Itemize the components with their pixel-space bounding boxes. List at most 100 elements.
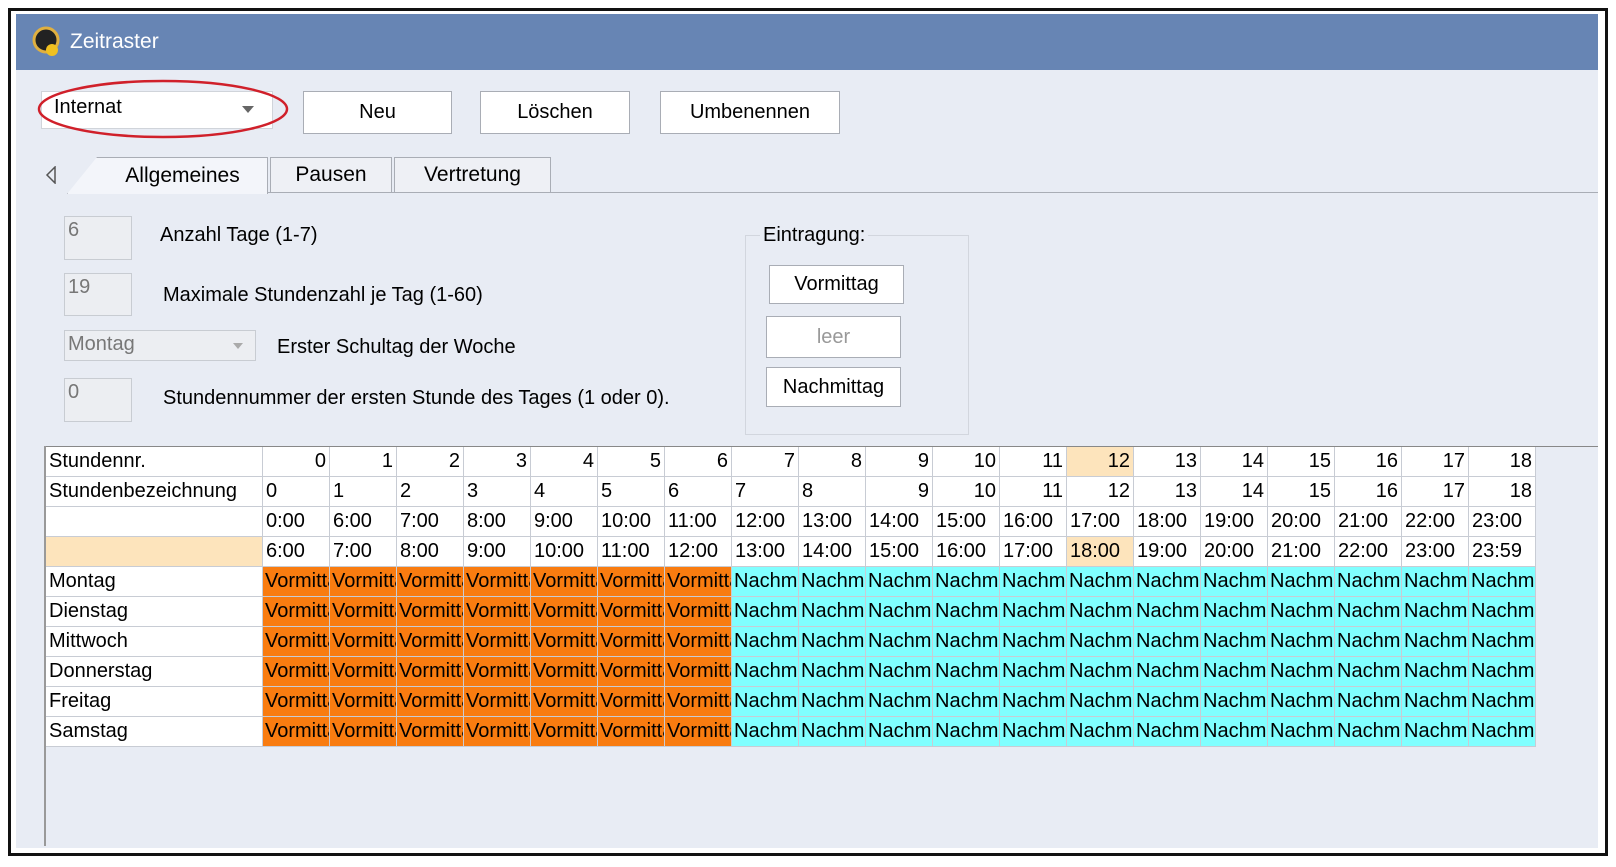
- period-cell[interactable]: Nachmittag: [1000, 717, 1067, 747]
- period-cell[interactable]: Nachmittag: [1469, 687, 1536, 717]
- period-cell[interactable]: Vormittag: [531, 687, 598, 717]
- period-cell[interactable]: Nachmittag: [1268, 627, 1335, 657]
- tab-scroll-left[interactable]: [45, 166, 57, 184]
- period-cell[interactable]: Nachmittag: [933, 627, 1000, 657]
- period-cell[interactable]: Vormittag: [397, 567, 464, 597]
- period-cell[interactable]: Nachmittag: [1402, 687, 1469, 717]
- period-cell[interactable]: Nachmittag: [1469, 597, 1536, 627]
- period-cell[interactable]: Vormittag: [330, 627, 397, 657]
- period-cell[interactable]: Nachmittag: [1469, 657, 1536, 687]
- period-cell[interactable]: Nachmittag: [1268, 687, 1335, 717]
- period-cell[interactable]: Nachmittag: [799, 687, 866, 717]
- period-cell[interactable]: Nachmittag: [799, 717, 866, 747]
- period-cell[interactable]: Nachmittag: [732, 597, 799, 627]
- tab[interactable]: Pausen: [270, 157, 392, 193]
- period-cell[interactable]: Vormittag: [263, 597, 330, 627]
- period-cell[interactable]: Vormittag: [397, 627, 464, 657]
- period-cell[interactable]: Vormittag: [263, 627, 330, 657]
- period-cell[interactable]: Vormittag: [598, 717, 665, 747]
- period-cell[interactable]: Nachmittag: [1402, 627, 1469, 657]
- period-cell[interactable]: Vormittag: [464, 627, 531, 657]
- period-cell[interactable]: Vormittag: [397, 687, 464, 717]
- period-cell[interactable]: Nachmittag: [1469, 717, 1536, 747]
- period-cell[interactable]: Nachmittag: [799, 567, 866, 597]
- period-cell[interactable]: Nachmittag: [866, 597, 933, 627]
- period-cell[interactable]: Nachmittag: [866, 627, 933, 657]
- period-cell[interactable]: Nachmittag: [1335, 597, 1402, 627]
- setting-value[interactable]: 19: [64, 273, 132, 316]
- period-cell[interactable]: Nachmittag: [1067, 627, 1134, 657]
- period-cell[interactable]: Nachmittag: [933, 567, 1000, 597]
- setting-value[interactable]: 0: [64, 378, 132, 422]
- period-cell[interactable]: Vormittag: [531, 657, 598, 687]
- toolbar-button[interactable]: Umbenennen: [660, 91, 840, 134]
- period-cell[interactable]: Vormittag: [330, 687, 397, 717]
- period-cell[interactable]: Nachmittag: [1134, 597, 1201, 627]
- period-cell[interactable]: Nachmittag: [1201, 597, 1268, 627]
- period-cell[interactable]: Nachmittag: [1268, 597, 1335, 627]
- period-cell[interactable]: Nachmittag: [732, 687, 799, 717]
- period-cell[interactable]: Vormittag: [464, 597, 531, 627]
- period-cell[interactable]: Nachmittag: [933, 657, 1000, 687]
- period-cell[interactable]: Nachmittag: [933, 687, 1000, 717]
- period-cell[interactable]: Vormittag: [665, 657, 732, 687]
- period-cell[interactable]: Vormittag: [464, 657, 531, 687]
- period-cell[interactable]: Nachmittag: [866, 657, 933, 687]
- toolbar-button[interactable]: Löschen: [480, 91, 630, 134]
- period-cell[interactable]: Nachmittag: [1335, 687, 1402, 717]
- period-cell[interactable]: Nachmittag: [1000, 687, 1067, 717]
- period-cell[interactable]: Vormittag: [598, 597, 665, 627]
- period-cell[interactable]: Vormittag: [665, 597, 732, 627]
- period-cell[interactable]: Nachmittag: [866, 717, 933, 747]
- period-cell[interactable]: Vormittag: [665, 567, 732, 597]
- period-cell[interactable]: Nachmittag: [1268, 657, 1335, 687]
- period-cell[interactable]: Nachmittag: [1000, 597, 1067, 627]
- period-cell[interactable]: Nachmittag: [799, 657, 866, 687]
- period-cell[interactable]: Nachmittag: [1134, 717, 1201, 747]
- period-cell[interactable]: Nachmittag: [1201, 717, 1268, 747]
- period-cell[interactable]: Nachmittag: [1201, 627, 1268, 657]
- period-cell[interactable]: Nachmittag: [866, 567, 933, 597]
- period-cell[interactable]: Vormittag: [531, 627, 598, 657]
- period-cell[interactable]: Nachmittag: [1402, 597, 1469, 627]
- period-cell[interactable]: Nachmittag: [1000, 627, 1067, 657]
- period-cell[interactable]: Nachmittag: [933, 597, 1000, 627]
- period-cell[interactable]: Nachmittag: [732, 717, 799, 747]
- period-cell[interactable]: Vormittag: [598, 657, 665, 687]
- tab[interactable]: Allgemeines: [67, 157, 268, 194]
- period-cell[interactable]: Vormittag: [397, 717, 464, 747]
- period-cell[interactable]: Nachmittag: [1469, 567, 1536, 597]
- period-cell[interactable]: Vormittag: [598, 627, 665, 657]
- period-cell[interactable]: Vormittag: [464, 717, 531, 747]
- period-cell[interactable]: Nachmittag: [1067, 687, 1134, 717]
- period-cell[interactable]: Nachmittag: [1402, 717, 1469, 747]
- timetable-selector[interactable]: Internat: [41, 91, 273, 129]
- period-cell[interactable]: Nachmittag: [1335, 717, 1402, 747]
- period-cell[interactable]: Nachmittag: [1067, 567, 1134, 597]
- period-cell[interactable]: Nachmittag: [1201, 567, 1268, 597]
- period-cell[interactable]: Vormittag: [330, 717, 397, 747]
- period-cell[interactable]: Vormittag: [531, 597, 598, 627]
- period-cell[interactable]: Nachmittag: [732, 657, 799, 687]
- entry-button[interactable]: Nachmittag: [766, 367, 901, 407]
- period-cell[interactable]: Nachmittag: [732, 627, 799, 657]
- period-cell[interactable]: Vormittag: [330, 597, 397, 627]
- period-cell[interactable]: Vormittag: [330, 657, 397, 687]
- period-cell[interactable]: Nachmittag: [1335, 567, 1402, 597]
- period-cell[interactable]: Vormittag: [598, 567, 665, 597]
- period-cell[interactable]: Nachmittag: [799, 627, 866, 657]
- period-cell[interactable]: Nachmittag: [1134, 687, 1201, 717]
- period-cell[interactable]: Vormittag: [598, 687, 665, 717]
- period-cell[interactable]: Nachmittag: [1067, 657, 1134, 687]
- period-cell[interactable]: Nachmittag: [1201, 687, 1268, 717]
- period-cell[interactable]: Nachmittag: [1201, 657, 1268, 687]
- period-cell[interactable]: Vormittag: [665, 687, 732, 717]
- setting-value[interactable]: Montag: [64, 330, 256, 361]
- period-cell[interactable]: Nachmittag: [1134, 567, 1201, 597]
- entry-button[interactable]: Vormittag: [769, 265, 904, 304]
- period-cell[interactable]: Nachmittag: [1067, 717, 1134, 747]
- period-cell[interactable]: Vormittag: [665, 717, 732, 747]
- period-cell[interactable]: Vormittag: [263, 687, 330, 717]
- period-cell[interactable]: Nachmittag: [1268, 717, 1335, 747]
- period-cell[interactable]: Nachmittag: [1402, 657, 1469, 687]
